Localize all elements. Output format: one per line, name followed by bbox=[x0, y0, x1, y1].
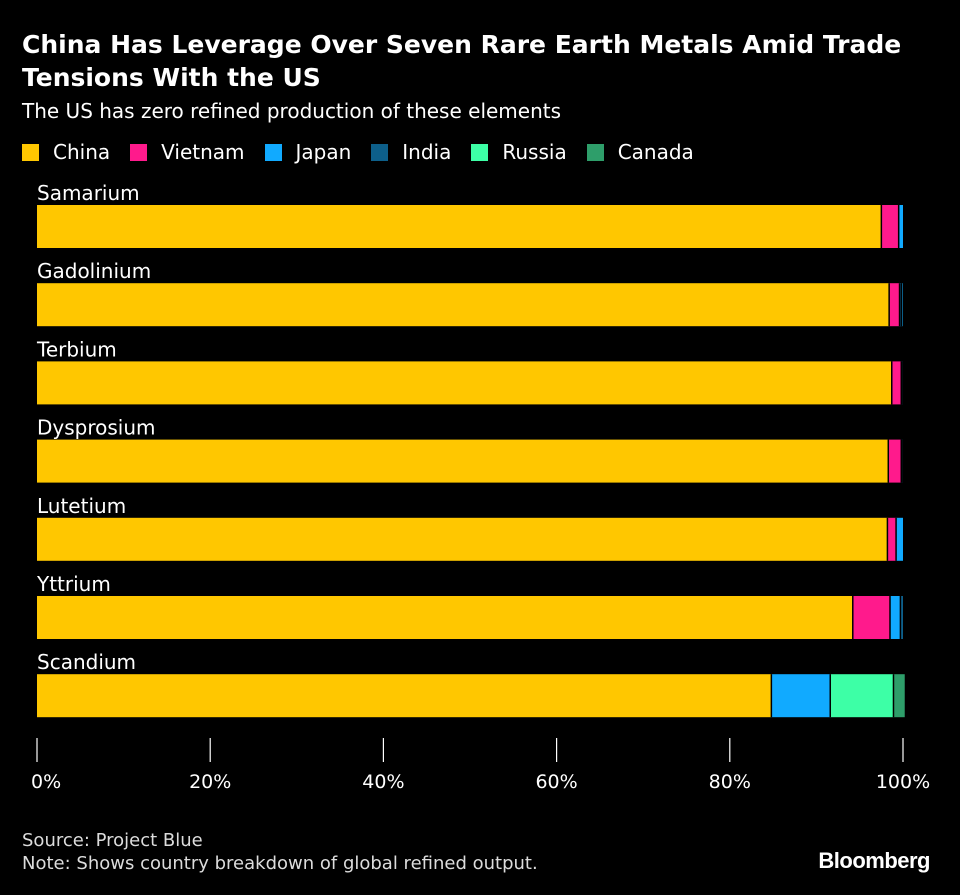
legend-swatch-canada bbox=[586, 143, 604, 161]
bar-samarium-japan bbox=[898, 205, 903, 248]
bar-samarium-china bbox=[37, 205, 882, 248]
x-tick-label-0: 0% bbox=[31, 771, 61, 793]
bar-dysprosium-china bbox=[37, 439, 889, 483]
bar-samarium-vietnam bbox=[881, 205, 899, 248]
legend-swatch-russia bbox=[471, 143, 489, 161]
legend-item-india: India bbox=[371, 140, 451, 164]
category-label-yttrium: Yttrium bbox=[36, 572, 111, 596]
bar-scandium-russia bbox=[830, 674, 894, 718]
footnote: Note: Shows country breakdown of global … bbox=[22, 853, 538, 874]
legend-swatch-china bbox=[22, 143, 39, 161]
category-label-scandium: Scandium bbox=[37, 650, 136, 674]
category-label-gadolinium: Gadolinium bbox=[37, 259, 151, 283]
bar-terbium-china bbox=[37, 361, 892, 405]
bar-yttrium-japan bbox=[890, 596, 901, 639]
chart-title: China Has Leverage Over Seven Rare Earth… bbox=[22, 30, 902, 92]
legend-swatch-japan bbox=[264, 143, 282, 161]
chart-subtitle: The US has zero refined production of th… bbox=[22, 99, 562, 123]
x-tick-label-80: 80% bbox=[709, 771, 751, 793]
legend-label-india: India bbox=[402, 140, 452, 164]
bar-gadolinium-china bbox=[37, 283, 890, 327]
bar-scandium-canada bbox=[893, 674, 905, 718]
x-tick-label-100: 100% bbox=[876, 771, 930, 793]
bar-yttrium-vietnam bbox=[852, 596, 891, 639]
legend-item-china: China bbox=[22, 140, 110, 164]
legend-label-vietnam: Vietnam bbox=[161, 140, 245, 164]
legend-label-canada: Canada bbox=[617, 140, 694, 164]
legend-label-russia: Russia bbox=[502, 140, 567, 164]
bar-gadolinium-vietnam bbox=[889, 283, 900, 327]
bar-yttrium-india bbox=[900, 596, 903, 639]
bar-terbium-vietnam bbox=[891, 361, 902, 405]
bar-gadolinium-japan bbox=[899, 283, 902, 327]
category-label-terbium: Terbium bbox=[36, 337, 117, 361]
bar-dysprosium-vietnam bbox=[888, 439, 902, 483]
x-tick-label-60: 60% bbox=[535, 771, 577, 793]
bar-yttrium-china bbox=[37, 596, 853, 639]
legend-swatch-india bbox=[371, 143, 389, 161]
category-label-dysprosium: Dysprosium bbox=[37, 416, 156, 440]
chart-plot-area: Samarium Gadolinium Terbium Dysprosium Lutet… bbox=[31, 181, 930, 793]
bar-scandium-china bbox=[37, 674, 772, 718]
bar-gadolinium-india bbox=[901, 283, 903, 327]
category-label-samarium: Samarium bbox=[37, 181, 140, 205]
bar-lutetium-vietnam bbox=[887, 517, 897, 561]
legend-label-china: China bbox=[53, 140, 111, 164]
bar-lutetium-china bbox=[37, 517, 888, 561]
legend-swatch-vietnam bbox=[130, 143, 148, 161]
category-label-lutetium: Lutetium bbox=[37, 494, 126, 518]
legend-item-canada: Canada bbox=[586, 140, 694, 164]
legend-label-japan: Japan bbox=[295, 140, 352, 164]
chart-legend: China Vietnam Japan India Russia Canada bbox=[22, 138, 714, 166]
x-tick-label-40: 40% bbox=[362, 771, 404, 793]
bar-scandium-japan bbox=[771, 674, 831, 718]
x-tick-label-20: 20% bbox=[189, 771, 231, 793]
legend-item-vietnam: Vietnam bbox=[130, 140, 245, 164]
source-note: Source: Project Blue bbox=[22, 830, 203, 851]
bar-lutetium-japan bbox=[896, 517, 903, 561]
bloomberg-logo: Bloomberg bbox=[818, 848, 930, 873]
legend-item-russia: Russia bbox=[471, 140, 567, 164]
legend-item-japan: Japan bbox=[264, 140, 352, 164]
